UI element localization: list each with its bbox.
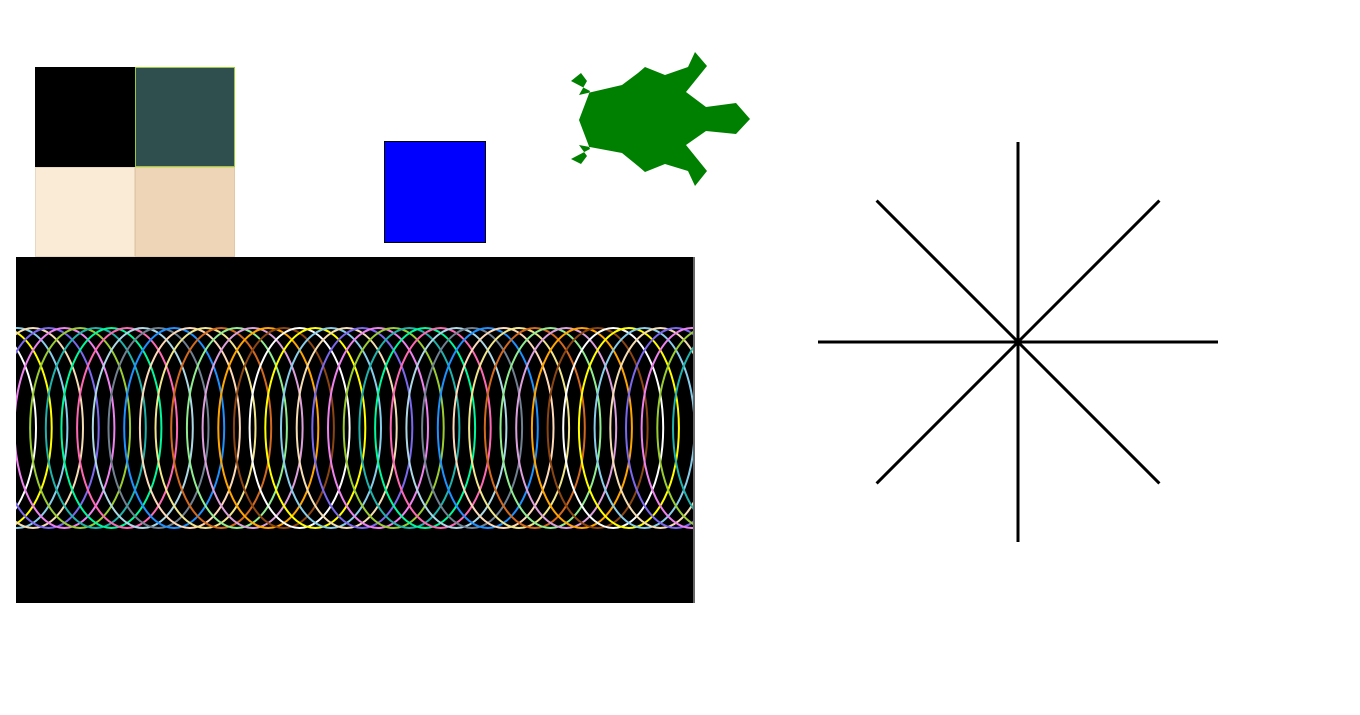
coil-loop <box>499 327 602 529</box>
coil-loop <box>91 327 194 529</box>
coil-loop <box>389 327 492 529</box>
star-spoke <box>1016 340 1161 485</box>
coil-loop <box>311 327 414 529</box>
star-spoke <box>1016 199 1161 344</box>
coil-loop <box>170 327 273 529</box>
coil-loop <box>358 327 461 529</box>
swatch-linen <box>35 167 135 257</box>
swatch-wheat <box>135 167 235 257</box>
coil-loop <box>562 327 665 529</box>
coil-loop <box>436 327 539 529</box>
coil-loop <box>185 327 288 529</box>
coil-loop <box>546 327 649 529</box>
coil-loop <box>154 327 257 529</box>
coil-loop <box>0 327 100 529</box>
coil-loop <box>76 327 179 529</box>
coil-loop <box>672 327 774 529</box>
coil-loop <box>515 327 618 529</box>
coil-loop <box>217 327 320 529</box>
coil-loop <box>577 327 680 529</box>
coil-loop <box>530 327 633 529</box>
coil-loop <box>483 327 586 529</box>
coil-loop <box>0 327 69 529</box>
coil-loop <box>138 327 241 529</box>
swatch-darkslategray <box>135 67 235 167</box>
coil-loop <box>421 327 524 529</box>
coil-loop <box>0 330 37 526</box>
coil-loop <box>327 327 429 529</box>
coil-loop <box>0 327 84 529</box>
star-spoke <box>875 199 1020 344</box>
coil-loop <box>123 327 226 529</box>
coil-loop <box>248 327 351 529</box>
coil-loop <box>280 327 382 529</box>
coil-loop <box>405 327 508 529</box>
swatch-black <box>35 67 135 167</box>
coil-drawing <box>0 327 774 529</box>
coil-loop <box>374 327 477 529</box>
color-swatch-grid <box>35 67 235 257</box>
coil-loop <box>44 327 147 529</box>
star-spoke <box>875 340 1020 485</box>
asterisk-icon <box>818 142 1218 542</box>
coil-canvas <box>0 257 774 603</box>
coil-loop <box>29 327 132 529</box>
coil-loop <box>232 327 335 529</box>
coil-loop <box>342 327 445 529</box>
turtle-icon <box>571 52 750 186</box>
blue-square <box>384 141 486 243</box>
coil-loop <box>264 327 367 529</box>
coil-loop <box>201 327 304 529</box>
coil-loop <box>60 327 163 529</box>
coil-loop <box>452 327 555 529</box>
coil-loop <box>295 327 398 529</box>
coil-loop <box>625 327 727 529</box>
coil-loop <box>468 327 571 529</box>
coil-loop <box>107 327 210 529</box>
